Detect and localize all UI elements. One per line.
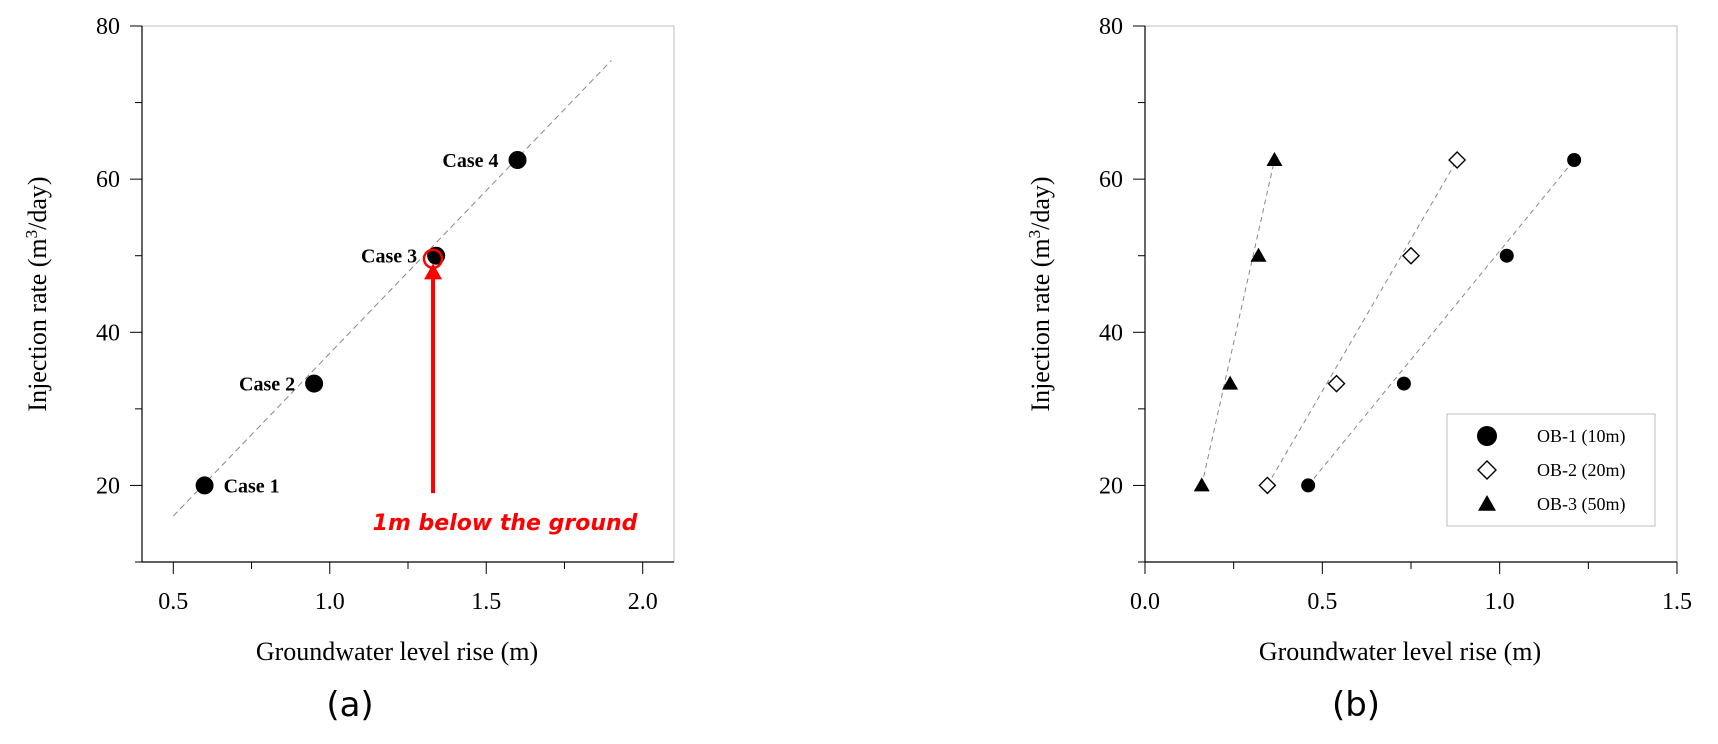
annotation-arrow-head: [424, 263, 443, 280]
series-1-point: [1301, 478, 1316, 493]
x-tick-label-b: 0.5: [1307, 589, 1337, 615]
annotation-arrow: [424, 263, 443, 494]
legend-label-3: OB-3 (50m): [1537, 494, 1626, 515]
legend-label-1: OB-1 (10m): [1537, 426, 1626, 447]
legend-label-2: OB-2 (20m): [1537, 460, 1626, 481]
x-tick-label-a: 2.0: [628, 589, 658, 615]
legend-marker-3: [1478, 495, 1496, 511]
series-3-point: [1250, 247, 1267, 262]
series-3-point: [1266, 152, 1283, 166]
x-tick-label-a: 0.5: [158, 589, 188, 615]
x-tick-label-a: 1.0: [315, 589, 345, 615]
series-1-trend-line: [1307, 159, 1575, 486]
data-point-case-2: [305, 374, 324, 393]
legend-marker-1: [1477, 426, 1497, 446]
series-3-trend-line: [1201, 159, 1275, 486]
trend-line-a: [172, 60, 612, 517]
series-1-point: [1567, 153, 1582, 167]
data-points-b: [1193, 151, 1582, 495]
tick-marks-b: [1133, 25, 1678, 574]
data-point-case-4: [508, 151, 527, 169]
case-label-2: Case 2: [239, 374, 295, 396]
data-point-case-1: [195, 476, 214, 495]
case-label-4: Case 4: [442, 150, 498, 172]
tick-labels-a: 20 40 60 80 0.5 1.0 1.5 2.0: [96, 14, 658, 615]
case-label-1: Case 1: [224, 475, 280, 497]
y-tick-label-a: 80: [96, 14, 120, 40]
case-label-3: Case 3: [361, 246, 417, 268]
y-tick-label-b: 80: [1099, 14, 1123, 40]
x-tick-label-b: 1.5: [1662, 589, 1692, 615]
tick-marks-a: [130, 25, 644, 574]
x-tick-label-a: 1.5: [471, 589, 501, 615]
data-points-a: Case 1 Case 2 Case 3 Case 4: [195, 150, 527, 497]
annotation-text: 1m below the ground: [373, 511, 638, 536]
panel-label-a: (a): [326, 685, 373, 725]
x-tick-label-b: 0.0: [1130, 589, 1160, 615]
series-1-point: [1396, 376, 1411, 391]
series-2-trend-line: [1266, 159, 1458, 486]
y-tick-label-a: 20: [96, 473, 120, 499]
y-axis-title-a: Injection rate (m3/day): [22, 176, 52, 411]
legend: OB-1 (10m) OB-2 (20m) OB-3 (50m): [1446, 413, 1656, 527]
y-tick-label-a: 60: [96, 167, 120, 193]
y-tick-label-b: 60: [1099, 167, 1123, 193]
y-tick-label-a: 40: [96, 320, 120, 346]
series-2-point: [1327, 374, 1346, 393]
x-tick-label-b: 1.0: [1485, 589, 1515, 615]
chart-panel-b: 20 40 60 80 0.0 0.5 1.0 1.5 OB-1 (10m) OB-2 (20m…: [1025, 14, 1692, 725]
x-axis-title-a: Groundwater level rise (m): [256, 637, 538, 666]
y-axis-title-b: Injection rate (m3/day): [1025, 176, 1055, 411]
series-2-point: [1448, 151, 1467, 169]
series-3-point: [1222, 375, 1239, 390]
tick-labels-b: 20 40 60 80 0.0 0.5 1.0 1.5: [1099, 14, 1692, 615]
panel-label-b: (b): [1332, 685, 1380, 725]
series-lines-b: [1201, 159, 1575, 486]
series-1-point: [1499, 248, 1514, 263]
y-tick-label-b: 20: [1099, 473, 1123, 499]
plot-frame-a: [141, 25, 675, 563]
series-2-point: [1402, 246, 1420, 265]
x-axis-title-b: Groundwater level rise (m): [1259, 637, 1541, 666]
series-2-point: [1258, 476, 1277, 495]
legend-marker-2: [1477, 460, 1497, 480]
y-tick-label-b: 40: [1099, 320, 1123, 346]
series-3-point: [1193, 477, 1210, 492]
